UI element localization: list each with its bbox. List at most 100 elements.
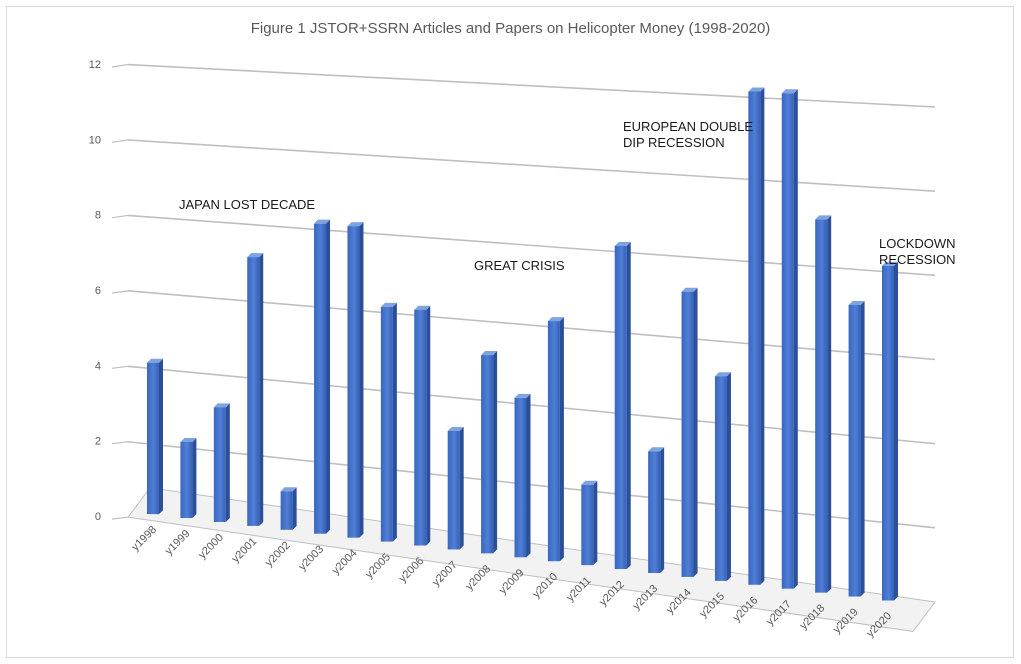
x-tick-label: y2001 bbox=[230, 536, 260, 566]
bar-y2000 bbox=[213, 403, 230, 522]
y-tick-mark bbox=[111, 214, 129, 219]
bar-side bbox=[860, 301, 865, 597]
y-tick-mark bbox=[111, 63, 129, 68]
bar-front bbox=[781, 93, 794, 589]
bar-front bbox=[347, 226, 360, 538]
bar-y2007 bbox=[447, 426, 464, 550]
bar-top bbox=[213, 403, 230, 408]
bar-front bbox=[280, 491, 293, 530]
bar-top bbox=[581, 480, 598, 485]
bar-front bbox=[180, 441, 193, 519]
bar-top bbox=[481, 351, 498, 356]
y-tick-label: 10 bbox=[89, 134, 101, 146]
bar-side bbox=[593, 480, 598, 566]
bar-top bbox=[714, 372, 731, 377]
bar-front bbox=[748, 91, 761, 585]
bar-top bbox=[147, 358, 163, 363]
bar-y2018 bbox=[815, 215, 832, 593]
bar-y2017 bbox=[781, 89, 798, 589]
y-tick-mark bbox=[111, 290, 129, 294]
bar-top bbox=[247, 253, 264, 258]
bar-y2014 bbox=[681, 287, 698, 577]
bar-y2012 bbox=[614, 241, 631, 570]
bar-y2011 bbox=[581, 480, 598, 566]
x-tick-label: y1998 bbox=[129, 524, 159, 554]
bar-y2001 bbox=[247, 253, 264, 526]
bar-front bbox=[447, 430, 460, 550]
bar-y2008 bbox=[481, 351, 498, 554]
bar-side bbox=[459, 426, 464, 550]
y-tick-label: 8 bbox=[95, 210, 101, 222]
bar-top bbox=[514, 393, 531, 398]
x-tick-label: y2003 bbox=[296, 543, 326, 573]
y-tick-mark bbox=[111, 516, 129, 520]
bar-side bbox=[225, 403, 230, 522]
chart-title: Figure 1 JSTOR+SSRN Articles and Papers … bbox=[250, 20, 771, 37]
bar-y2019 bbox=[848, 301, 865, 597]
annotation-label: EUROPEAN DOUBLE bbox=[623, 119, 753, 134]
y-tick-label: 12 bbox=[89, 59, 101, 71]
bar-front bbox=[714, 376, 727, 581]
annotation-label: RECESSION bbox=[879, 252, 956, 267]
bar-top bbox=[547, 317, 564, 322]
annotation-label: LOCKDOWN bbox=[879, 236, 956, 251]
bar-top bbox=[648, 447, 665, 452]
bar-top bbox=[447, 426, 464, 431]
x-tick-label: y2006 bbox=[397, 555, 427, 585]
bar-side bbox=[827, 215, 832, 593]
bar-top bbox=[280, 487, 297, 492]
bar-top bbox=[414, 305, 431, 310]
bar-front bbox=[481, 355, 494, 554]
x-tick-label: y2004 bbox=[330, 547, 360, 577]
bar-side bbox=[326, 219, 331, 534]
gridline bbox=[127, 214, 936, 277]
bar-side bbox=[493, 351, 498, 554]
x-tick-label: y1999 bbox=[163, 528, 193, 558]
bar-front bbox=[581, 484, 594, 566]
bar-y2010 bbox=[547, 317, 564, 562]
bar-side bbox=[660, 447, 665, 573]
bar-front bbox=[614, 245, 627, 570]
bar-front bbox=[213, 407, 226, 522]
x-tick-label: y2000 bbox=[196, 532, 226, 562]
bar-side bbox=[426, 305, 431, 546]
bar-y2015 bbox=[714, 372, 731, 581]
x-tick-label: y2002 bbox=[263, 539, 293, 569]
bar-front bbox=[147, 362, 159, 515]
bar-y2016 bbox=[748, 87, 765, 585]
bar-side bbox=[559, 317, 564, 562]
bar-top bbox=[748, 87, 765, 92]
gridline bbox=[127, 139, 936, 192]
bar-y2005 bbox=[380, 302, 397, 542]
bar-front bbox=[414, 309, 427, 546]
bar-front bbox=[314, 223, 327, 534]
bar-front bbox=[882, 265, 894, 601]
bar-side bbox=[159, 358, 163, 515]
annotations: JAPAN LOST DECADE GREAT CRISIS EUROPEAN DO… bbox=[179, 119, 956, 273]
bar-top bbox=[380, 302, 397, 307]
bar-front bbox=[247, 257, 260, 526]
y-axis-ticks: 0 2 4 6 8 10 12 bbox=[89, 59, 101, 523]
bar-top bbox=[848, 301, 865, 306]
bar-front bbox=[815, 219, 828, 593]
y-tick-label: 2 bbox=[95, 436, 101, 448]
y-tick-mark bbox=[111, 139, 129, 143]
bar-side bbox=[259, 253, 264, 526]
bar-front bbox=[380, 306, 393, 542]
bar-y2002 bbox=[280, 487, 297, 530]
bar-y2013 bbox=[648, 447, 665, 573]
bars bbox=[147, 87, 898, 601]
bar-top bbox=[681, 287, 698, 292]
bar-side bbox=[726, 372, 731, 581]
bar-y2003 bbox=[314, 219, 331, 534]
bar-top bbox=[882, 261, 898, 266]
annotation-label: GREAT CRISIS bbox=[474, 258, 565, 273]
bar-y2009 bbox=[514, 393, 531, 558]
annotation-label: DIP RECESSION bbox=[623, 135, 725, 150]
bar-side bbox=[760, 87, 765, 585]
bar-top bbox=[815, 215, 832, 220]
bar-front bbox=[547, 321, 560, 562]
bar-side bbox=[526, 393, 531, 558]
annotation-label: JAPAN LOST DECADE bbox=[179, 197, 315, 212]
bar-top bbox=[314, 219, 331, 224]
